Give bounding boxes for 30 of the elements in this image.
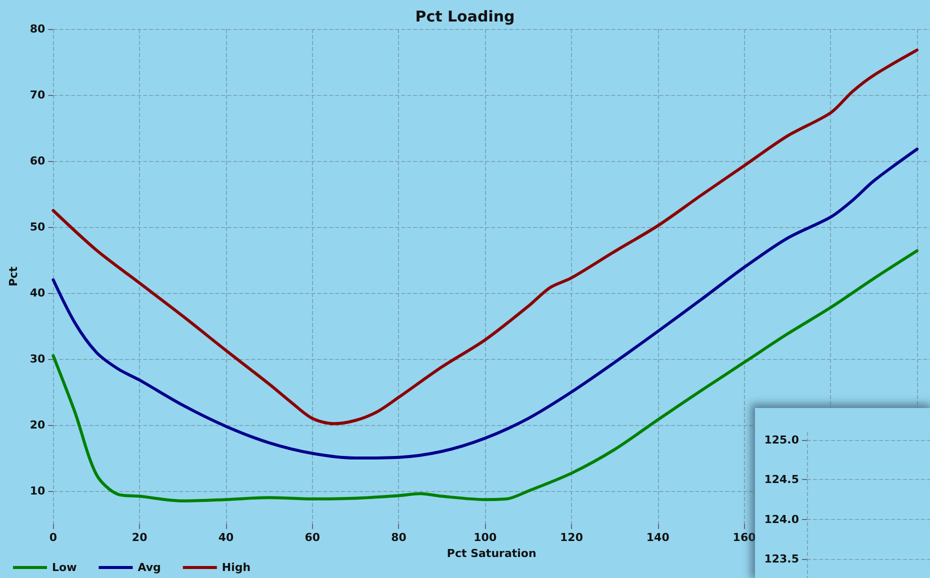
y-tick-label: 124.0 bbox=[764, 512, 800, 526]
y-tick-label: 125.0 bbox=[764, 433, 800, 446]
y-tick-label: 30 bbox=[30, 352, 46, 366]
line-series bbox=[52, 148, 919, 460]
x-tick-label: 60 bbox=[304, 531, 320, 544]
x-axis-title: Pct Saturation bbox=[446, 546, 536, 560]
y-tick-label: 60 bbox=[30, 154, 46, 168]
x-tick-label: 80 bbox=[391, 531, 407, 544]
x-tick-label: 100 bbox=[474, 531, 497, 544]
y-tick-label: 50 bbox=[30, 220, 46, 234]
x-tick-label: 20 bbox=[132, 531, 148, 544]
line-series bbox=[52, 249, 919, 502]
line-series bbox=[52, 48, 919, 426]
legend-label: High bbox=[222, 561, 251, 574]
y-tick-label: 123.5 bbox=[764, 552, 799, 566]
x-tick-label: 140 bbox=[646, 531, 670, 544]
x-tick-label: 40 bbox=[218, 531, 234, 544]
y-tick-label: 124.5 bbox=[764, 473, 799, 486]
y-tick-label: 80 bbox=[30, 22, 46, 36]
y-tick-label: 70 bbox=[30, 88, 46, 102]
legend-label: Avg bbox=[138, 561, 161, 574]
x-tick-label: 0 bbox=[49, 531, 58, 544]
y-tick-label: 40 bbox=[30, 286, 46, 300]
y-tick-label: 20 bbox=[30, 418, 46, 432]
chart-title: Pct Loading bbox=[415, 8, 515, 26]
legend-label: Low bbox=[52, 561, 77, 574]
x-tick-label: 160 bbox=[732, 531, 756, 544]
x-tick-label: 120 bbox=[560, 531, 584, 544]
y-tick-label: 10 bbox=[30, 484, 46, 498]
y-axis-title: Pct bbox=[7, 266, 20, 286]
